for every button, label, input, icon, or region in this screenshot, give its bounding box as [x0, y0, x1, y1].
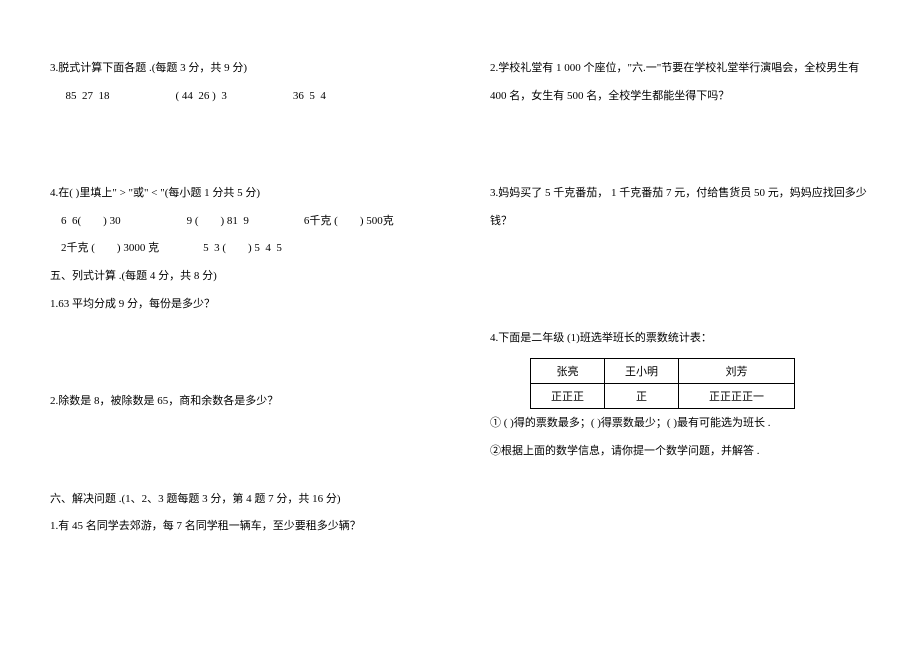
r-q4-sub2: ②根据上面的数学信息，请你提一个数学问题，并解答 . — [490, 443, 870, 461]
right-column: 2.学校礼堂有 1 000 个座位，"六.一"节要在学校礼堂举行演唱会，全校男生… — [490, 60, 870, 591]
section6-title: 六、解决问题 .(1、2、3 题每题 3 分，第 4 题 7 分，共 16 分) — [50, 491, 430, 509]
r-q3-l1: 3.妈妈买了 5 千克番茄， 1 千克番茄 7 元，付给售货员 50 元，妈妈应… — [490, 185, 870, 203]
table-row: 正正正 正 正正正正一 — [531, 383, 795, 408]
r-q2-l2: 400 名，女生有 500 名，全校学生都能坐得下吗？ — [490, 88, 870, 106]
s5-q2: 2.除数是 8，被除数是 65，商和余数各是多少？ — [50, 393, 430, 411]
cell-r1: 正正正 — [531, 383, 605, 408]
q4-row2: 2千克 ( ) 3000 克 5 3 ( ) 5 4 5 — [50, 240, 430, 258]
s5-q1: 1.63 平均分成 9 分，每份是多少？ — [50, 296, 430, 314]
r-q2-l1: 2.学校礼堂有 1 000 个座位，"六.一"节要在学校礼堂举行演唱会，全校男生… — [490, 60, 870, 78]
cell-h1: 张亮 — [531, 358, 605, 383]
r-q3-l2: 钱？ — [490, 213, 870, 231]
left-column: 3.脱式计算下面各题 .(每题 3 分，共 9 分) 85 27 18 ( 44… — [50, 60, 430, 591]
cell-r3: 正正正正一 — [679, 383, 795, 408]
q4-title: 4.在( )里填上" > "或" < "(每小题 1 分共 5 分) — [50, 185, 430, 203]
section5-title: 五、列式计算 .(每题 4 分，共 8 分) — [50, 268, 430, 286]
r-q4-sub1: ① ( )得的票数最多；( )得票数最少；( )最有可能选为班长 . — [490, 415, 870, 433]
vote-table: 张亮 王小明 刘芳 正正正 正 正正正正一 — [530, 358, 795, 409]
q4-row1: 6 6( ) 30 9 ( ) 81 9 6千克 ( ) 500克 — [50, 213, 430, 231]
cell-r2: 正 — [605, 383, 679, 408]
cell-h3: 刘芳 — [679, 358, 795, 383]
s6-q1: 1.有 45 名同学去郊游，每 7 名同学租一辆车，至少要租多少辆？ — [50, 518, 430, 536]
table-row: 张亮 王小明 刘芳 — [531, 358, 795, 383]
r-q4-title: 4.下面是二年级 (1)班选举班长的票数统计表： — [490, 330, 870, 348]
q3-items: 85 27 18 ( 44 26 ) 3 36 5 4 — [50, 88, 430, 106]
q3-title: 3.脱式计算下面各题 .(每题 3 分，共 9 分) — [50, 60, 430, 78]
cell-h2: 王小明 — [605, 358, 679, 383]
